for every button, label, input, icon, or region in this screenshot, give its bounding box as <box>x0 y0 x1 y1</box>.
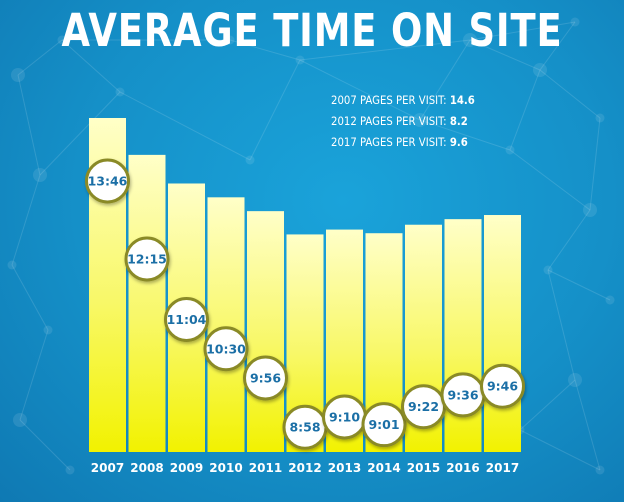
year-label-2016: 2016 <box>446 461 479 475</box>
value-bubble-2007: 13:46 <box>85 158 130 204</box>
year-label-2009: 2009 <box>170 461 203 475</box>
page-title: AVERAGE TIME ON SITE <box>61 4 563 57</box>
stat-value: 8.2 <box>449 114 468 128</box>
year-label-2008: 2008 <box>130 461 163 475</box>
year-label-2014: 2014 <box>367 461 400 475</box>
year-label-2010: 2010 <box>209 461 242 475</box>
value-bubble-2013: 9:10 <box>322 394 367 440</box>
bar-2010 <box>207 197 245 452</box>
pages-per-visit-stats: 2007 PAGES PER VISIT: 14.6 2012 PAGES PE… <box>331 90 494 153</box>
value-bubble-2012: 8:58 <box>282 404 328 450</box>
stat-2017: 2017 PAGES PER VISIT: 9.6 <box>331 132 475 153</box>
stat-2012: 2012 PAGES PER VISIT: 8.2 <box>331 111 475 132</box>
value-bubble-2014: 9:01 <box>361 402 407 448</box>
bar-2017 <box>484 215 521 452</box>
year-label-2017: 2017 <box>486 461 519 475</box>
year-label-2012: 2012 <box>288 461 321 475</box>
value-bubble-2008: 12:15 <box>124 236 170 282</box>
value-bubble-2010: 10:30 <box>203 326 249 372</box>
stat-2007: 2007 PAGES PER VISIT: 14.6 <box>331 90 475 111</box>
stat-label: 2012 PAGES PER VISIT: <box>331 114 447 128</box>
value-label: 12:15 <box>127 251 167 266</box>
year-label-2007: 2007 <box>91 461 124 475</box>
value-label: 9:10 <box>329 409 360 424</box>
stat-label: 2017 PAGES PER VISIT: <box>331 135 447 149</box>
value-bubble-2011: 9:56 <box>243 355 288 401</box>
stat-value: 9.6 <box>449 135 468 149</box>
value-label: 10:30 <box>206 341 246 356</box>
year-label-2011: 2011 <box>249 461 282 475</box>
value-bubble-2016: 9:36 <box>440 372 486 418</box>
value-bubble-2009: 11:04 <box>164 297 209 343</box>
value-label: 11:04 <box>167 312 207 327</box>
bar-2008 <box>128 154 166 452</box>
value-label: 9:36 <box>447 387 478 402</box>
year-label-2015: 2015 <box>407 461 440 475</box>
value-bubble-2015: 9:22 <box>401 384 446 430</box>
stat-label: 2007 PAGES PER VISIT: <box>331 93 447 107</box>
value-label: 9:46 <box>487 379 518 394</box>
value-label: 9:22 <box>408 399 439 414</box>
year-label-2013: 2013 <box>328 461 361 475</box>
value-label: 8:58 <box>289 420 320 435</box>
value-bubble-2017: 9:46 <box>480 363 525 409</box>
value-label: 13:46 <box>88 174 128 189</box>
value-label: 9:56 <box>250 370 281 385</box>
value-label: 9:01 <box>368 417 399 432</box>
value-bubbles: 13:46 12:15 11:04 10:30 9:56 8:58 9:10 9:01 9:22… <box>85 158 525 450</box>
bar-2011 <box>247 211 284 452</box>
x-axis-labels: 2007 2008 2009 2010 2011 2012 2013 2014 2015 2016… <box>91 461 519 475</box>
stat-value: 14.6 <box>449 93 475 107</box>
